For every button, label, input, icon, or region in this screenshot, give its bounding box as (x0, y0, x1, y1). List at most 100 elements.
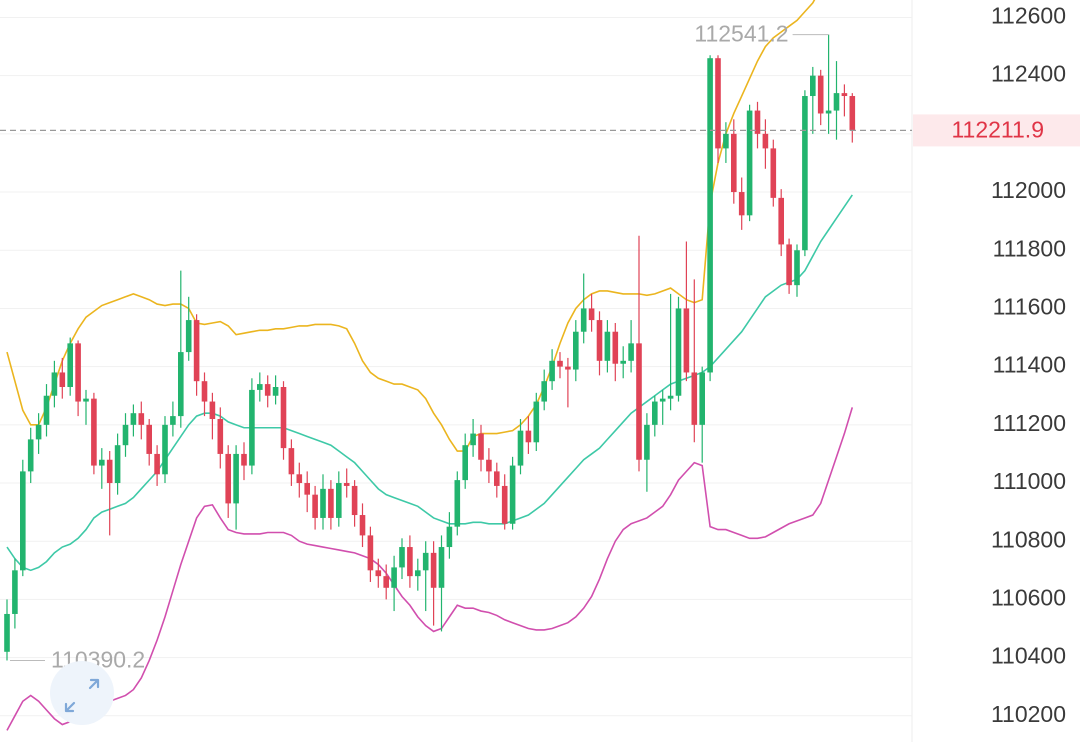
candle-body (778, 197, 784, 245)
candle-body (580, 308, 587, 332)
candle-body (59, 372, 66, 388)
candle-body (430, 552, 437, 588)
candle-body (786, 244, 792, 286)
candle-body (746, 110, 753, 216)
grid (0, 16, 912, 717)
expand-icon[interactable] (64, 678, 100, 713)
candle-body (596, 320, 603, 361)
band-line (6, 407, 854, 731)
candle-body (573, 331, 579, 370)
y-tick-label: 110800 (991, 526, 1066, 552)
candle-body (67, 343, 73, 388)
labels: 110200 110400 110600 110800 111000 111200 1114… (0, 3, 1080, 727)
candle-body (106, 459, 113, 484)
candle-body (628, 343, 634, 361)
candle-body (644, 424, 650, 460)
candle-body (620, 360, 626, 364)
candle-body (675, 308, 682, 396)
candle-body (525, 430, 532, 443)
candle-body (162, 424, 168, 475)
candle-body (802, 96, 808, 251)
candle-body (241, 453, 247, 466)
candle-body (4, 613, 10, 652)
candle-body (833, 93, 840, 111)
candle-body (217, 419, 224, 454)
candle-body (178, 352, 184, 417)
expand-button[interactable] (50, 661, 114, 725)
band-line (6, 0, 816, 452)
candle-body (225, 453, 231, 504)
candle-body (328, 488, 334, 518)
candle-body (280, 387, 287, 449)
candle-body (407, 547, 413, 577)
candle-body (501, 485, 508, 524)
y-tick-label: 110400 (991, 643, 1066, 669)
candle-body (51, 372, 58, 396)
candle-body (99, 459, 105, 466)
candle-body (351, 485, 358, 516)
candle-body (399, 547, 405, 568)
candle-body (446, 526, 453, 548)
candle-body (391, 567, 397, 588)
candle-body (375, 570, 382, 577)
candle-body (320, 488, 326, 518)
candle-body (667, 395, 674, 399)
candle-body (683, 308, 690, 373)
candle-body (849, 96, 856, 131)
candle-body (209, 401, 216, 420)
candle-body (659, 398, 666, 402)
y-tick-label: 110200 (991, 701, 1066, 727)
candle-body (336, 483, 342, 518)
candle-body (383, 576, 389, 588)
candle-body (549, 360, 555, 382)
candle-body (652, 401, 658, 425)
candle-body (817, 75, 824, 114)
y-tick-label: 111200 (993, 410, 1066, 436)
candle-body (810, 75, 816, 97)
candle-body (288, 448, 295, 475)
candle-body (517, 430, 524, 466)
candle-body (478, 433, 484, 460)
candle-body (438, 547, 445, 588)
candle-body (138, 413, 145, 425)
candle-body (154, 453, 160, 475)
candle-body (27, 439, 34, 472)
candle-body (454, 480, 461, 527)
expand-bg[interactable] (50, 661, 114, 725)
candle-body (185, 320, 192, 353)
candle-body (470, 433, 476, 446)
candle-body (636, 343, 642, 460)
y-tick-label: 112000 (991, 177, 1066, 203)
candle-body (699, 372, 705, 425)
candle-body (272, 387, 279, 396)
last-price-label: 112211.9 (951, 116, 1044, 142)
candle-body (367, 535, 374, 571)
candle-body (422, 552, 429, 571)
candle-body (146, 424, 152, 454)
candle-body (43, 395, 50, 425)
y-tick-label: 111000 (993, 468, 1066, 494)
candle-body (486, 459, 492, 472)
candle-body (257, 384, 263, 390)
candle-body (715, 58, 721, 149)
y-tick-label: 111600 (993, 294, 1066, 320)
candle-body (296, 474, 303, 484)
y-tick-label: 110600 (991, 584, 1066, 610)
candle-body (12, 570, 18, 614)
candle-body (312, 494, 318, 518)
candle-body (762, 133, 769, 149)
y-tick-label: 112600 (991, 3, 1066, 29)
candle-body (359, 515, 366, 536)
candle-body (557, 360, 563, 367)
last-price-tag (913, 114, 1080, 147)
candle-body (122, 424, 129, 446)
candle-body (731, 133, 737, 193)
candle-body (841, 93, 848, 97)
candle-body (264, 384, 271, 396)
candle-body (565, 366, 571, 370)
candle-body (249, 389, 255, 466)
candle-body (533, 401, 540, 443)
candle-body (738, 192, 745, 216)
candle-body (35, 424, 42, 440)
